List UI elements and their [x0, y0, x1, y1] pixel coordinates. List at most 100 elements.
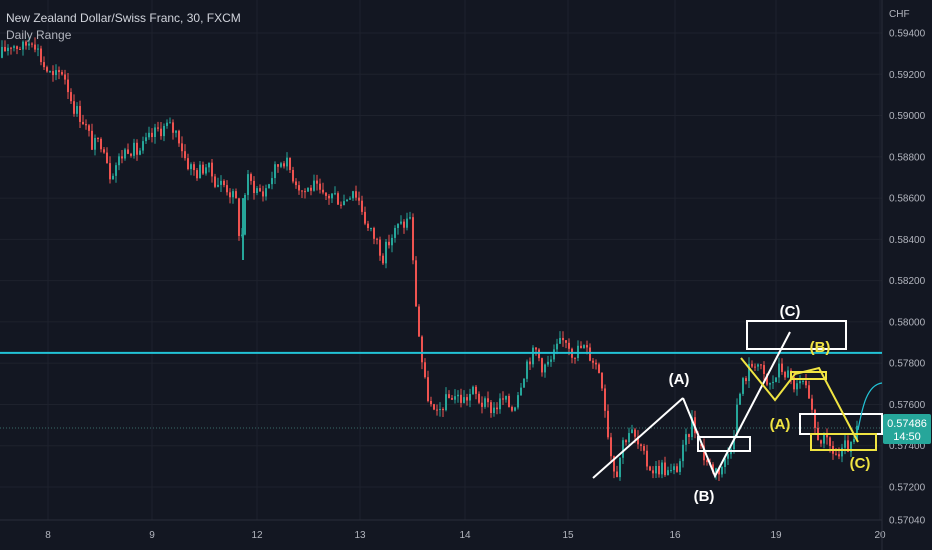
- candle-body: [745, 378, 747, 382]
- candle-body: [799, 381, 801, 384]
- y-tick-label: 0.57040: [889, 516, 926, 527]
- candle-body: [502, 398, 504, 400]
- candle-body: [823, 434, 825, 444]
- candle-body: [1, 46, 3, 58]
- candle-body: [382, 255, 384, 264]
- candle-body: [295, 181, 297, 186]
- candle-body: [610, 437, 612, 457]
- candle-body: [520, 387, 522, 396]
- candle-body: [4, 46, 6, 51]
- y-tick-label: 0.57200: [889, 482, 926, 493]
- candle-body: [355, 191, 357, 198]
- candle-body: [22, 41, 24, 50]
- candle-body: [337, 193, 339, 205]
- candle-body: [181, 143, 183, 152]
- candle-body: [763, 365, 765, 374]
- candle-body: [625, 440, 627, 443]
- candle-body: [199, 164, 201, 179]
- candle-body: [154, 127, 156, 138]
- candle-body: [244, 194, 246, 235]
- candle-body: [433, 404, 435, 410]
- wave-a-line[interactable]: [592, 397, 684, 479]
- candle-body: [751, 363, 753, 367]
- candle-body: [325, 192, 327, 196]
- candle-body: [259, 188, 261, 192]
- currency-label: CHF: [889, 9, 910, 20]
- candle-body: [220, 180, 222, 185]
- candle-body: [106, 152, 108, 164]
- candle-body: [133, 142, 135, 156]
- candle-body: [49, 71, 51, 73]
- x-tick-label: 19: [770, 530, 782, 541]
- candle-body: [121, 156, 123, 159]
- candle-body: [739, 393, 741, 405]
- candle-body: [316, 180, 318, 184]
- y-tick-label: 0.59000: [889, 111, 926, 122]
- candle-body: [778, 363, 780, 378]
- candle-body: [367, 223, 369, 229]
- candle-body: [79, 106, 81, 122]
- wave-b-box[interactable]: [697, 436, 751, 452]
- candle-body: [406, 218, 408, 228]
- candle-body: [496, 407, 498, 410]
- candle-body: [718, 468, 720, 475]
- candle-body: [556, 343, 558, 350]
- candle-body: [391, 237, 393, 246]
- candle-body: [664, 462, 666, 476]
- candle-body: [793, 377, 795, 390]
- candle-body: [298, 185, 300, 191]
- bar-countdown: 14:50: [893, 431, 921, 443]
- candle-body: [208, 162, 210, 168]
- candle-body: [733, 435, 735, 450]
- projection-curve: [857, 382, 883, 431]
- wave-label-white: (B): [694, 488, 715, 505]
- candle-body: [427, 377, 429, 401]
- candle-body: [445, 394, 447, 411]
- candle-body: [256, 188, 258, 194]
- candle-body: [46, 67, 48, 72]
- candle-body: [388, 241, 390, 246]
- candle-body: [820, 440, 822, 444]
- candle-body: [223, 180, 225, 186]
- candle-body: [91, 130, 93, 150]
- candle-body: [781, 363, 783, 372]
- candle-body: [430, 400, 432, 405]
- candle-body: [247, 174, 249, 195]
- target-zone-box[interactable]: [746, 320, 847, 350]
- yellow-c-box[interactable]: [810, 433, 877, 451]
- candle-body: [82, 121, 84, 125]
- candle-body: [463, 397, 465, 403]
- candle-body: [76, 106, 78, 114]
- candle-body: [214, 176, 216, 187]
- candle-body: [436, 409, 438, 411]
- x-tick-label: 20: [874, 530, 886, 541]
- candle-body: [505, 395, 507, 400]
- candle-body: [550, 359, 552, 362]
- candle-body: [67, 79, 69, 93]
- candle-body: [850, 441, 852, 452]
- candle-body: [16, 46, 18, 49]
- candle-body: [226, 185, 228, 193]
- candle-body: [304, 191, 306, 193]
- candle-body: [109, 163, 111, 180]
- candle-body: [34, 44, 36, 50]
- candle-body: [784, 371, 786, 378]
- candle-body: [826, 434, 828, 438]
- candle-body: [736, 404, 738, 436]
- candle-body: [472, 386, 474, 395]
- candle-body: [418, 306, 420, 337]
- candle-body: [658, 466, 660, 475]
- candle-body: [166, 122, 168, 126]
- candle-body: [829, 437, 831, 446]
- candle-body: [379, 239, 381, 256]
- yellow-b-box[interactable]: [790, 371, 827, 380]
- yellow-wave-line[interactable]: [740, 357, 859, 443]
- candle-body: [373, 228, 375, 239]
- candle-body: [529, 361, 531, 365]
- candle-body: [724, 458, 726, 467]
- candle-body: [679, 461, 681, 472]
- candle-body: [526, 361, 528, 379]
- y-tick-label: 0.58000: [889, 317, 926, 328]
- wave-bc-line[interactable]: [682, 331, 791, 479]
